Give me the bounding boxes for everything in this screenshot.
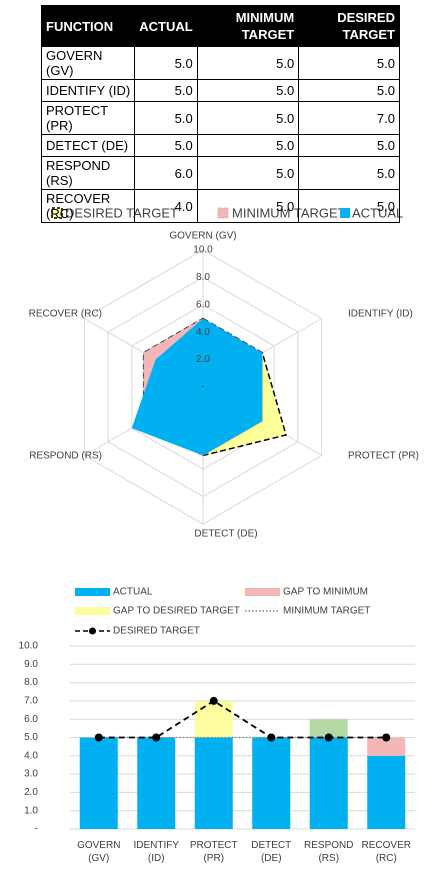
axis-label: RECOVER (RC) (29, 309, 102, 320)
radial-tick-label: 2.0 (196, 354, 210, 365)
line-marker (267, 733, 276, 742)
y-tick-label: 5.0 (24, 732, 38, 743)
axis-label: PROTECT (PR) (348, 451, 419, 462)
x-tick-label: RECOVER (RC) (361, 840, 411, 864)
x-tick-label: DETECT (DE) (251, 840, 292, 864)
target-table: FUNCTION ACTUAL MINIMUM TARGET DESIRED TARG… (40, 5, 400, 223)
legend-swatch (75, 607, 110, 615)
legend-label: GAP TO MINIMUM (283, 587, 368, 598)
table-cell: 5.0 (298, 46, 400, 80)
line-marker (152, 733, 161, 742)
x-tick-label: IDENTIFY (ID) (133, 840, 180, 864)
table-cell: DETECT (DE) (40, 134, 136, 157)
bar-segment (137, 737, 176, 829)
table-row: DETECT (DE) 5.0 5.0 5.0 (40, 134, 400, 157)
legend-label: MINIMUM TARGET (283, 606, 370, 617)
table-cell: 5.0 (196, 46, 300, 80)
legend-swatch (75, 588, 110, 596)
line-series (98, 699, 387, 739)
legend-label: DESIRED TARGET (113, 626, 200, 637)
header-cell: FUNCTION (40, 5, 136, 47)
table-cell: 4.0 (134, 189, 198, 223)
bar-segment (194, 700, 233, 738)
bar-segment (309, 719, 348, 738)
table-cell: 5.0 (298, 134, 400, 157)
y-tick-label: 7.0 (24, 696, 38, 707)
legend-marker (89, 627, 96, 635)
header-cell: DESIRED TARGET (298, 5, 400, 47)
table-cell: 5.0 (196, 134, 300, 157)
table-cell: 7.0 (298, 101, 400, 135)
table-cell: GOVERN (GV) (40, 46, 136, 80)
line-marker (382, 733, 391, 742)
y-tick-label: 10.0 (19, 641, 39, 652)
radial-tick-label: 4.0 (196, 327, 210, 338)
line-marker (94, 733, 103, 742)
table-cell: PROTECT (PR) (40, 101, 136, 135)
table-row: RECOVER (RC) 4.0 5.0 5.0 (40, 189, 400, 223)
bar-segment (252, 737, 291, 829)
table-header: FUNCTION ACTUAL MINIMUM TARGET DESIRED TARG… (40, 5, 400, 47)
legend-swatch (245, 588, 280, 596)
y-tick-label: - (35, 824, 38, 835)
axis-label: GOVERN (GV) (169, 231, 236, 242)
radial-tick-label: - (201, 382, 204, 393)
legend-label: GAP TO DESIRED TARGET (113, 606, 240, 617)
radar-area (131, 318, 263, 456)
y-tick-label: 2.0 (24, 787, 38, 798)
legend-label: ACTUAL (113, 587, 153, 598)
table-cell: 5.0 (298, 79, 400, 102)
table-cell: 5.0 (134, 79, 198, 102)
table-cell: 6.0 (134, 156, 198, 190)
x-tick-label: PROTECT (PR) (189, 840, 238, 864)
y-tick-label: 3.0 (24, 769, 38, 780)
radial-tick-label: 10.0 (193, 245, 213, 256)
y-tick-label: 6.0 (24, 714, 38, 725)
bar-segment (367, 737, 406, 756)
table-cell: 5.0 (196, 156, 300, 190)
header-cell: ACTUAL (134, 5, 198, 47)
table-cell: 5.0 (134, 134, 198, 157)
bar-segment (194, 737, 233, 829)
table-row: IDENTIFY (ID) 5.0 5.0 5.0 (40, 79, 400, 102)
y-tick-label: 8.0 (24, 677, 38, 688)
table-cell: RECOVER (RC) (40, 189, 136, 223)
table-cell: 5.0 (134, 101, 198, 135)
y-tick-label: 9.0 (24, 659, 38, 670)
y-tick-label: 1.0 (24, 805, 38, 816)
table-cell: 5.0 (196, 101, 300, 135)
table-cell: 5.0 (298, 156, 400, 190)
x-tick-label: RESPOND (RS) (304, 840, 354, 864)
line-marker (209, 696, 218, 705)
table-cell: 5.0 (298, 189, 400, 223)
table-row: PROTECT (PR) 5.0 5.0 7.0 (40, 101, 400, 135)
axis-label: IDENTIFY (ID) (348, 309, 413, 320)
bar-segment (79, 737, 118, 829)
table-cell: 5.0 (196, 189, 300, 223)
header-cell: MINIMUM TARGET (196, 5, 300, 47)
line-marker (324, 733, 333, 742)
table-cell: 5.0 (134, 46, 198, 80)
axis-label: RESPOND (RS) (29, 451, 102, 462)
table-row: RESPOND (RS) 6.0 5.0 5.0 (40, 156, 400, 190)
table-cell: IDENTIFY (ID) (40, 79, 136, 102)
bar-segment (367, 755, 406, 829)
x-tick-label: GOVERN (GV) (77, 840, 121, 864)
radial-tick-label: 6.0 (196, 299, 210, 310)
table-body: GOVERN (GV) 5.0 5.0 5.0 IDENTIFY (ID) 5.0 5.0 5… (40, 46, 400, 223)
bar-segment (309, 737, 348, 829)
axis-label: DETECT (DE) (194, 529, 257, 540)
y-tick-label: 4.0 (24, 750, 38, 761)
table-cell: RESPOND (RS) (40, 156, 136, 190)
radial-tick-label: 8.0 (196, 272, 210, 283)
table-row: GOVERN (GV) 5.0 5.0 5.0 (40, 46, 400, 80)
table-cell: 5.0 (196, 79, 300, 102)
